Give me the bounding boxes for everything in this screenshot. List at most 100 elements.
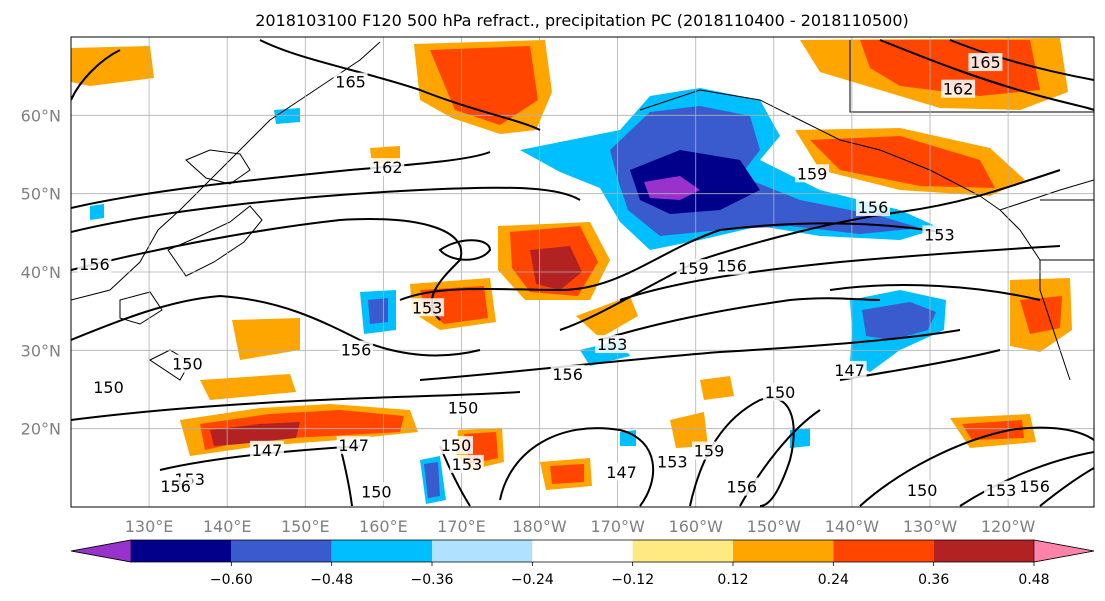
- contour-label: 153: [924, 225, 955, 244]
- contour-label: 165: [970, 53, 1001, 72]
- contour-label: 153: [452, 455, 483, 474]
- contour-label: 150: [172, 355, 203, 374]
- contour-label-background: [336, 436, 371, 455]
- negative-anomaly-region: [790, 428, 810, 448]
- contour-label: 150: [441, 436, 472, 455]
- positive-anomaly-region: [550, 464, 584, 484]
- map-frame: [70, 36, 1095, 508]
- positive-anomaly-region: [200, 410, 404, 450]
- colorbar-segment: [733, 540, 834, 562]
- contour-label: 150: [361, 482, 392, 501]
- positive-anomaly-region: [962, 420, 1024, 440]
- contour-label-background: [158, 476, 193, 495]
- contour-label-background: [795, 164, 830, 183]
- contour-label: 153: [412, 298, 443, 317]
- positive-anomaly-region: [670, 412, 708, 448]
- contour-label-background: [446, 398, 481, 417]
- colorbar-segment: [532, 540, 633, 562]
- contour-label: 150: [448, 399, 479, 418]
- colorbar-segment: [231, 540, 332, 562]
- colorbar-tick-label: −0.48: [310, 572, 353, 588]
- positive-anomaly-region: [232, 318, 300, 360]
- contour-label-background: [1017, 476, 1052, 495]
- colorbar-tick-label: 0.36: [918, 572, 949, 588]
- longitude-tick-label: 140°W: [825, 517, 880, 536]
- colorbar-tick-label: −0.12: [611, 572, 654, 588]
- colorbar-tick-label: 0.24: [818, 572, 849, 588]
- positive-anomaly-region: [210, 422, 300, 446]
- colorbar: −0.60 −0.48 −0.36 −0.24 −0.12 0.12 0.24 0.36 0.4…: [70, 539, 1095, 588]
- contour-label: 156: [552, 365, 583, 384]
- contour-label: 153: [986, 481, 1017, 500]
- contour-label-background: [856, 197, 891, 216]
- contour-label-background: [250, 440, 285, 459]
- contour-label-background: [655, 452, 690, 471]
- map-title: 2018103100 F120 500 hPa refract., precip…: [255, 11, 909, 30]
- colorbar-tick-label: 0.48: [1018, 572, 1049, 588]
- contour-label-background: [449, 454, 484, 473]
- contour-label-background: [714, 256, 749, 275]
- negative-anomaly-region: [274, 108, 300, 124]
- contour-label: 156: [1019, 477, 1050, 496]
- longitude-tick-label: 170°E: [437, 517, 486, 536]
- positive-anomaly-region: [71, 46, 154, 86]
- refractivity-contours: [71, 39, 1094, 507]
- longitude-tick-label: 160°E: [359, 517, 408, 536]
- longitude-axis: 130°E 140°E 150°E 160°E 170°E 180°W 170°W 160°W…: [125, 517, 1036, 536]
- longitude-tick-label: 180°W: [512, 517, 567, 536]
- colorbar-segment: [131, 540, 232, 562]
- contour-label: 147: [338, 436, 369, 455]
- colorbar-outline: [70, 539, 1095, 563]
- colorbar-segment: [833, 540, 934, 562]
- contour-label-background: [692, 441, 727, 460]
- longitude-tick-label: 170°W: [590, 517, 645, 536]
- colorbar-segment: [432, 540, 533, 562]
- contour-label-background: [905, 480, 940, 499]
- contour-label-background: [941, 79, 976, 98]
- latitude-tick-label: 30°N: [21, 341, 61, 360]
- negative-anomaly-region: [368, 298, 388, 324]
- colorbar-tick-label: −0.60: [210, 572, 253, 588]
- contour-label: 147: [606, 463, 637, 482]
- contour-label-background: [333, 72, 368, 91]
- latitude-tick-label: 20°N: [21, 420, 61, 439]
- contour-label-background: [438, 436, 473, 455]
- colorbar-tick-label: 0.12: [717, 572, 748, 588]
- longitude-tick-label: 140°E: [203, 517, 252, 536]
- contour-label: 153: [597, 335, 628, 354]
- positive-anomaly-region: [700, 376, 734, 400]
- contour-label-background: [922, 225, 957, 244]
- colorbar-segment: [331, 540, 432, 562]
- contour-label-background: [676, 259, 711, 278]
- coastlines: [71, 40, 1094, 381]
- positive-anomaly-region: [430, 46, 538, 125]
- contour-label-background: [832, 360, 867, 379]
- contour-label: 156: [716, 257, 747, 276]
- contour-label-background: [763, 382, 798, 401]
- contour-label-background: [984, 480, 1019, 499]
- colorbar-tick-label: −0.36: [411, 572, 454, 588]
- contour-label: 156: [79, 255, 110, 274]
- latitude-tick-label: 50°N: [21, 185, 61, 204]
- longitude-tick-label: 130°E: [125, 517, 174, 536]
- contour-label: 162: [372, 158, 403, 177]
- longitude-tick-label: 130°W: [903, 517, 958, 536]
- contour-label: 150: [907, 481, 938, 500]
- contour-label-background: [170, 354, 205, 373]
- contour-label: 159: [694, 442, 725, 461]
- contour-label: 165: [335, 73, 366, 92]
- contour-label-background: [77, 255, 112, 274]
- longitude-tick-label: 150°W: [747, 517, 802, 536]
- colorbar-upper-extension: [1033, 539, 1095, 563]
- precipitation-shading: [71, 38, 1072, 504]
- negative-anomaly-region: [424, 462, 440, 498]
- colorbar-tick-label: −0.24: [511, 572, 554, 588]
- contour-label: 150: [93, 378, 124, 397]
- contour-label: 156: [160, 477, 191, 496]
- contour-label: 156: [341, 341, 372, 360]
- contour-label-background: [359, 482, 394, 501]
- contour-label-background: [550, 364, 585, 383]
- contour-label-background: [370, 158, 405, 177]
- contour-label: 147: [834, 361, 865, 380]
